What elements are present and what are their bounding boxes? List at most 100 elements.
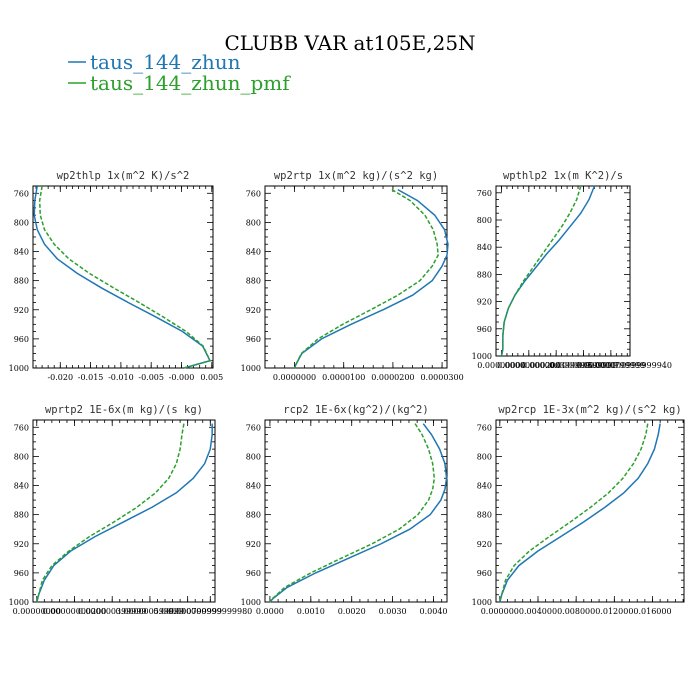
series-line-zhun-pmf [269, 423, 436, 603]
series-line-zhun-pmf [293, 188, 439, 369]
x-tick-label: -0.020 [47, 373, 73, 382]
x-tick-label: 0.000000 [481, 607, 519, 616]
plot-frame [32, 185, 214, 369]
x-tick-label: 0.00000000200 [43, 607, 107, 616]
x-tick-label: -0.000 [169, 373, 195, 382]
y-tick-label: 880 [477, 511, 492, 520]
y-tick-label: 840 [477, 243, 492, 252]
panel-4: wprtp2 1E-6x(m kg)/(s kg) 760 800 840 880 920… [9, 404, 253, 616]
x-tick-label: 0.000000999999980 [168, 607, 252, 616]
y-tick-label: 760 [14, 423, 29, 432]
plot-frame [495, 419, 685, 603]
series-line-zhun [269, 423, 448, 603]
y-tick-label: 960 [477, 325, 492, 334]
x-tick-label: 0.0000200 [371, 373, 414, 382]
y-tick-label: 1000 [472, 598, 492, 607]
x-tick-label: 0.00000000 [477, 361, 525, 370]
panel-title: wp2thlp 1x(m^2 K)/s^2 [57, 170, 190, 182]
x-tick-label: 0.000000799999 [576, 361, 645, 370]
y-tick-label: 880 [246, 277, 261, 286]
x-tick-label: 0.0000100 [322, 373, 365, 382]
x-tick-label: 0.0030 [379, 607, 407, 616]
y-tick-label: 800 [477, 452, 492, 461]
x-tick-label: -0.010 [108, 373, 134, 382]
x-tick-label: 0.00000000200 [497, 361, 561, 370]
legend-label-2: taus_144_zhun_pmf [90, 71, 291, 95]
panel-title: wp2rcp 1E-3x(m^2 kg)/(s^2 kg) [498, 404, 681, 416]
y-tick-label: 1000 [472, 352, 492, 361]
y-tick-label: 920 [477, 298, 492, 307]
series-line-zhun [499, 423, 661, 603]
x-tick-label: 0.00000000 [13, 607, 61, 616]
y-tick-label: 840 [14, 248, 29, 257]
x-tick-label: 0.005 [200, 373, 223, 382]
x-tick-label: 0.0000300 [420, 373, 463, 382]
y-tick-label: 880 [14, 511, 29, 520]
panels: wp2thlp 1x(m^2 K)/s^2 760 800 840 880 920 960 1… [9, 170, 685, 616]
x-tick-label: 0.0010 [297, 607, 325, 616]
y-tick-label: 840 [14, 482, 29, 491]
x-tick-label: 0.0040 [420, 607, 448, 616]
y-tick-label: 1000 [241, 364, 261, 373]
y-tick-label: 1000 [241, 598, 261, 607]
y-tick-label: 960 [246, 569, 261, 578]
plot-frame [264, 419, 448, 603]
x-tick-label: -0.005 [138, 373, 164, 382]
y-tick-label: 1000 [9, 364, 29, 373]
x-tick-label: 0.012000 [595, 607, 633, 616]
y-tick-label: 960 [14, 335, 29, 344]
x-tick-label: 0.0000000 [273, 373, 316, 382]
x-tick-label: 0.004000 [519, 607, 557, 616]
y-tick-label: 960 [14, 569, 29, 578]
y-tick-label: 800 [246, 452, 261, 461]
x-tick-label: 0.000000999999940 [588, 361, 672, 370]
series-line-zhun-pmf [38, 185, 212, 369]
y-tick-label: 840 [246, 248, 261, 257]
plot-frame [495, 185, 631, 357]
y-tick-label: 920 [477, 540, 492, 549]
x-tick-label: 0.000000399999 [78, 607, 147, 616]
panel-2: wp2rtp 1x(m^2 kg)/(s^2 kg) 760 800 840 880 92… [241, 170, 464, 382]
series-line-zhun-pmf [499, 423, 649, 603]
x-tick-label: 0.000000799999 [153, 607, 222, 616]
x-tick-label: 0.016000 [633, 607, 671, 616]
x-tick-label: 0.000000599999 [549, 361, 618, 370]
y-tick-label: 960 [477, 569, 492, 578]
y-tick-label: 800 [14, 218, 29, 227]
y-tick-label: 800 [246, 218, 261, 227]
y-tick-label: 880 [246, 511, 261, 520]
legend: taus_144_zhun taus_144_zhun_pmf [68, 50, 291, 95]
series-line-zhun [33, 185, 212, 369]
y-tick-label: 880 [14, 277, 29, 286]
plot-frame [264, 185, 448, 369]
y-tick-label: 880 [477, 270, 492, 279]
y-tick-label: 920 [246, 306, 261, 315]
y-tick-label: 920 [14, 540, 29, 549]
y-tick-label: 760 [246, 189, 261, 198]
x-tick-label: -0.015 [78, 373, 104, 382]
y-tick-label: 760 [14, 189, 29, 198]
y-tick-label: 760 [246, 423, 261, 432]
x-tick-label: 0.000000599999 [116, 607, 185, 616]
series-line-zhun-pmf [500, 185, 582, 357]
y-tick-label: 800 [14, 452, 29, 461]
x-tick-label: 0.0020 [338, 607, 366, 616]
x-tick-label: 0.0000 [256, 607, 284, 616]
y-tick-label: 920 [14, 306, 29, 315]
series-line-zhun [36, 423, 213, 603]
panel-title: wp2rtp 1x(m^2 kg)/(s^2 kg) [274, 170, 438, 182]
series-line-zhun [293, 188, 449, 369]
y-tick-label: 920 [246, 540, 261, 549]
panel-5: rcp2 1E-6x(kg^2)/(kg^2) 760 800 840 880 920 96… [241, 404, 448, 616]
panel-title: wprtp2 1E-6x(m kg)/(s kg) [45, 404, 203, 416]
y-tick-label: 800 [477, 216, 492, 225]
y-tick-label: 960 [246, 335, 261, 344]
plot-frame [32, 419, 216, 603]
y-tick-label: 760 [477, 189, 492, 198]
legend-label-1: taus_144_zhun [90, 50, 241, 74]
figure-title: CLUBB VAR at105E,25N [224, 31, 475, 55]
y-tick-label: 840 [246, 482, 261, 491]
series-line-zhun [500, 185, 596, 357]
x-tick-label: 0.000000399999 [522, 361, 591, 370]
